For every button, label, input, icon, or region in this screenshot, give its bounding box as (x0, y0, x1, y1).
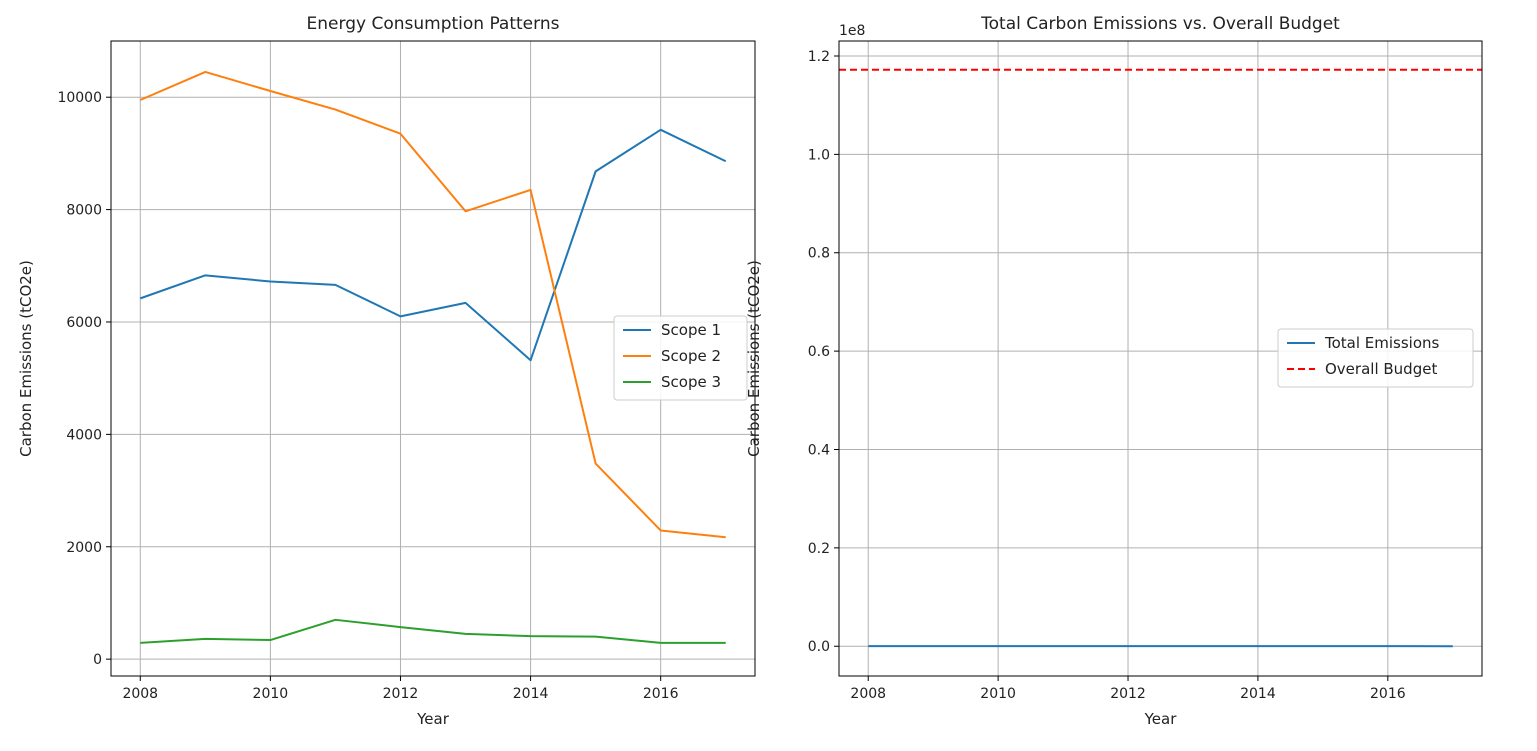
y-tick-label: 0.4 (808, 442, 830, 458)
y-tick-label: 0.2 (808, 541, 830, 557)
y-tick-label: 10000 (57, 90, 102, 106)
x-tick-label: 2012 (383, 686, 419, 702)
x-tick-label: 2008 (122, 686, 158, 702)
chart-panel-2: 2008 2010 2012 2014 2016 0.0 0.2 0.4 0.6 0.8 1.0 1.… (745, 14, 1482, 728)
x-tick-label: 2012 (1110, 686, 1146, 702)
y-tick-label: 8000 (66, 203, 102, 219)
y-tick-label: 0.6 (808, 344, 830, 360)
series-line-scope-3 (140, 620, 725, 643)
chart-title: Total Carbon Emissions vs. Overall Budge… (980, 14, 1340, 34)
legend-entry: Scope 3 (661, 373, 721, 391)
y-tick-label: 2000 (66, 540, 102, 556)
chart-panel-1: 2008 2010 2012 2014 2016 0 2000 4000 6000 8000 100… (17, 14, 755, 728)
legend: Total Emissions Overall Budget (1278, 329, 1473, 387)
x-tick-label: 2010 (253, 686, 289, 702)
chart-title: Energy Consumption Patterns (307, 14, 560, 34)
series-line-scope-2 (140, 72, 725, 537)
x-tick-label: 2016 (643, 686, 679, 702)
x-tick-label: 2008 (850, 686, 886, 702)
y-tick-label: 0 (93, 652, 102, 668)
y-tick-label: 0.8 (808, 246, 830, 262)
y-tick-label: 1.0 (808, 147, 830, 163)
x-tick-label: 2016 (1370, 686, 1406, 702)
y-tick-label: 1.2 (808, 49, 830, 65)
legend-entry: Total Emissions (1324, 334, 1440, 352)
x-tick-label: 2014 (513, 686, 549, 702)
x-axis-label: Year (416, 710, 450, 728)
y-tick-label: 4000 (66, 427, 102, 443)
y-axis-label: Carbon Emissions (tCO2e) (17, 260, 35, 457)
y-tick-label: 6000 (66, 315, 102, 331)
y-tick-label: 0.0 (808, 639, 830, 655)
x-tick-label: 2010 (980, 686, 1016, 702)
legend: Scope 1 Scope 2 Scope 3 (614, 316, 747, 400)
legend-entry: Scope 2 (661, 347, 721, 365)
x-axis-label: Year (1144, 710, 1178, 728)
y-axis-label: Carbon Emissions (tCO2e) (745, 260, 763, 457)
legend-entry: Scope 1 (661, 321, 721, 339)
legend-entry: Overall Budget (1325, 360, 1437, 378)
y-axis-offset-label: 1e8 (839, 23, 865, 39)
x-tick-label: 2014 (1240, 686, 1276, 702)
